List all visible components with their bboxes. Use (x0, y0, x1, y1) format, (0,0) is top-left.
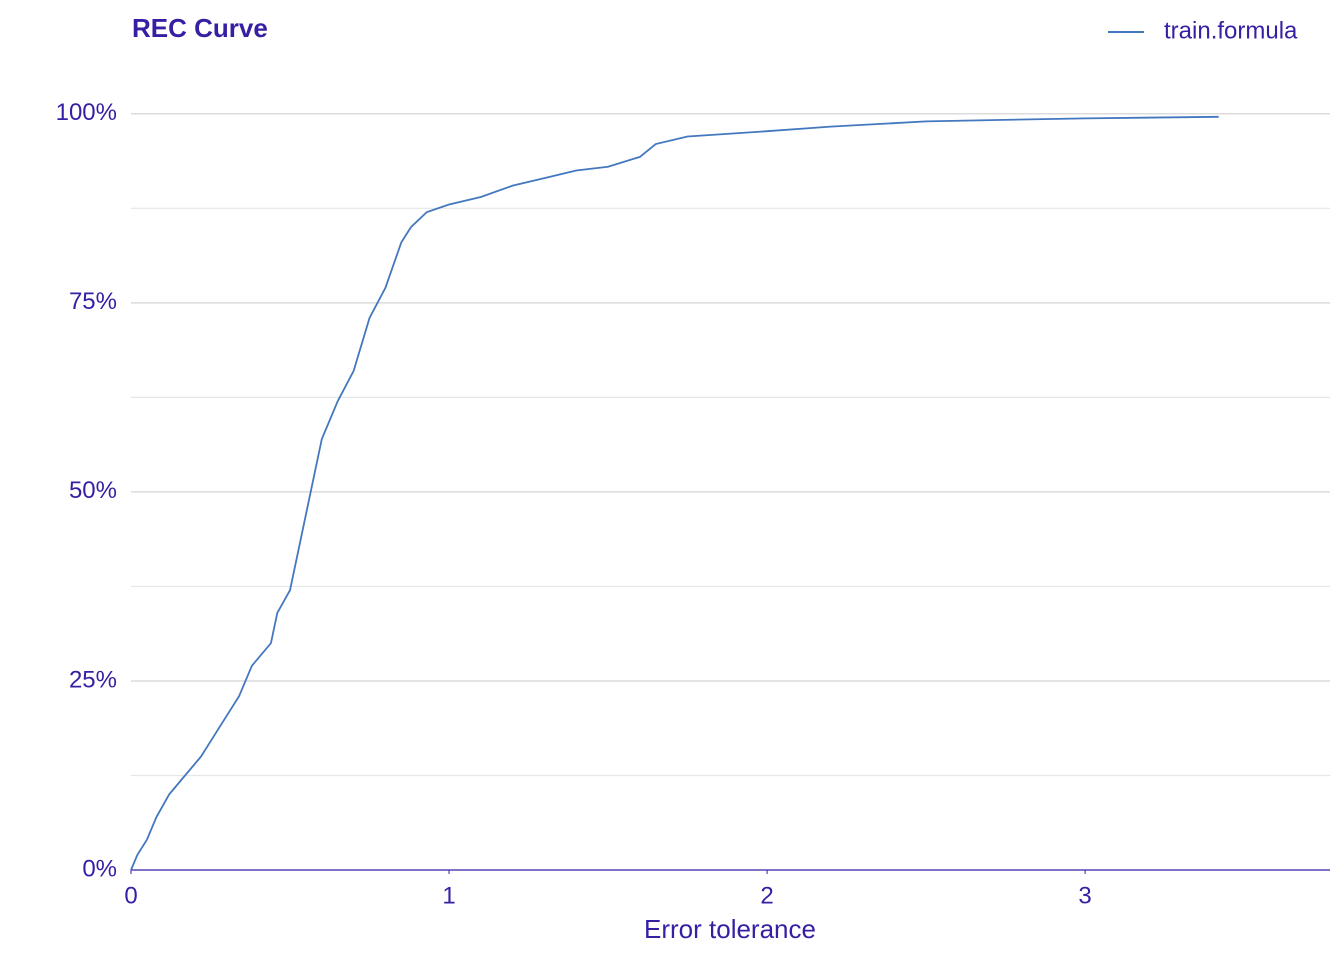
x-tick-label: 2 (760, 882, 773, 909)
y-tick-label: 75% (69, 288, 117, 315)
y-tick-label: 50% (69, 477, 117, 504)
y-tick-label: 100% (56, 99, 117, 126)
y-tick-label: 25% (69, 666, 117, 693)
x-tick-label: 1 (442, 882, 455, 909)
x-tick-label: 0 (124, 882, 137, 909)
x-axis-label: Error tolerance (644, 914, 816, 944)
line (130, 115, 1219, 871)
x-tick-label: 3 (1078, 882, 1091, 909)
chart-title: REC Curve (132, 13, 268, 43)
legend-label: train.formula (1164, 17, 1298, 44)
y-tick-label: 0% (82, 855, 117, 882)
